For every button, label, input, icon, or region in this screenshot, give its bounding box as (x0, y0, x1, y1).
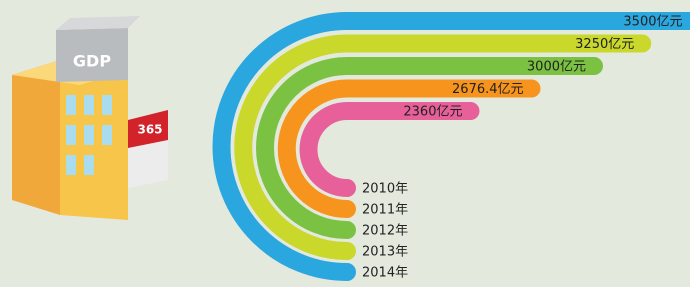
chart: GDP 365 3500亿元 2014年 3250亿元 2013年 3000亿元 2012… (0, 0, 690, 287)
page: GDP 365 3500亿元 2014年 3250亿元 2013年 3000亿元 2012… (0, 0, 690, 287)
value-label: 2676.4亿元 (452, 82, 524, 97)
shop-label: 365 (137, 123, 162, 137)
year-label: 2010年 (362, 182, 408, 197)
value-label: 3250亿元 (575, 37, 634, 52)
value-label: 3000亿元 (527, 60, 586, 75)
gdp-label: GDP (73, 52, 111, 71)
building-side (12, 60, 60, 215)
year-label: 2012年 (362, 224, 408, 239)
value-label: 3500亿元 (623, 15, 682, 30)
year-label: 2013年 (362, 245, 408, 260)
year-label: 2011年 (362, 203, 408, 218)
year-label: 2014年 (362, 266, 408, 281)
value-label: 2360亿元 (403, 105, 462, 120)
